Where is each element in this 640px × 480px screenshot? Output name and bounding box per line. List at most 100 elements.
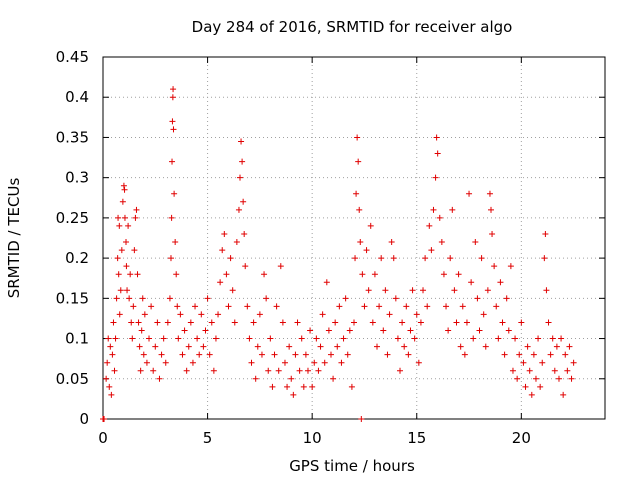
data-point (466, 190, 473, 197)
data-point (128, 319, 135, 326)
data-point (524, 343, 531, 350)
data-point (365, 287, 372, 294)
y-tick-label: 0.4 (65, 88, 89, 106)
data-point (246, 335, 253, 342)
data-point (342, 295, 349, 302)
data-point (273, 303, 280, 310)
data-point (221, 230, 228, 237)
data-point (428, 247, 435, 254)
data-point (541, 255, 548, 262)
data-point (378, 255, 385, 262)
data-point (106, 383, 113, 390)
data-point (217, 279, 224, 286)
data-point (248, 359, 255, 366)
data-point (275, 367, 282, 374)
data-point (313, 335, 320, 342)
data-point (189, 359, 196, 366)
data-point (562, 351, 569, 358)
data-point (119, 198, 126, 205)
data-point (451, 287, 458, 294)
data-point (520, 359, 527, 366)
data-point (135, 319, 142, 326)
data-point (348, 383, 355, 390)
data-point (530, 351, 537, 358)
data-point (560, 391, 567, 398)
data-point (311, 359, 318, 366)
data-point (131, 247, 138, 254)
data-point (501, 351, 508, 358)
data-point (113, 295, 120, 302)
data-point (537, 383, 544, 390)
data-point (109, 351, 116, 358)
data-point (179, 351, 186, 358)
data-point (436, 214, 443, 221)
data-point (474, 295, 481, 302)
x-tick-label: 0 (98, 429, 108, 447)
data-point (447, 255, 454, 262)
x-tick-label: 20 (512, 429, 531, 447)
data-point (175, 335, 182, 342)
data-point (553, 343, 560, 350)
data-point (223, 271, 230, 278)
data-point (392, 295, 399, 302)
data-point (250, 319, 257, 326)
data-point (547, 351, 554, 358)
data-point (206, 351, 213, 358)
chart-title: Day 284 of 2016, SRMTID for receiver alg… (192, 18, 513, 36)
data-point (136, 343, 143, 350)
data-point (302, 351, 309, 358)
data-point (173, 271, 180, 278)
data-point (284, 383, 291, 390)
data-point (164, 319, 171, 326)
data-point (227, 255, 234, 262)
data-point (198, 311, 205, 318)
data-point (239, 158, 246, 165)
data-point (566, 343, 573, 350)
x-tick-label: 10 (303, 429, 322, 447)
data-point (493, 303, 500, 310)
data-point (461, 351, 468, 358)
data-point (445, 327, 452, 334)
data-point (478, 255, 485, 262)
data-point (463, 319, 470, 326)
data-point (319, 311, 326, 318)
data-point (115, 271, 122, 278)
data-point (344, 351, 351, 358)
data-point (156, 375, 163, 382)
data-point (229, 287, 236, 294)
data-point (512, 335, 519, 342)
data-point (420, 287, 427, 294)
data-point (258, 351, 265, 358)
data-point (363, 247, 370, 254)
data-point (518, 319, 525, 326)
data-point (549, 335, 556, 342)
data-point (219, 247, 226, 254)
data-point (433, 134, 440, 141)
data-point (143, 359, 150, 366)
data-point (568, 375, 575, 382)
data-point (304, 367, 311, 374)
data-point (352, 255, 359, 262)
data-point (127, 271, 134, 278)
data-point (183, 367, 190, 374)
data-point (470, 335, 477, 342)
data-point (480, 311, 487, 318)
data-point (388, 239, 395, 246)
data-point (181, 327, 188, 334)
data-point (317, 343, 324, 350)
data-point (171, 190, 178, 197)
data-point (486, 190, 493, 197)
data-point (397, 367, 404, 374)
data-point (172, 239, 179, 246)
data-point (430, 206, 437, 213)
data-point (200, 343, 207, 350)
data-point (449, 206, 456, 213)
data-point (169, 94, 176, 101)
data-point (238, 138, 245, 145)
data-point (476, 327, 483, 334)
data-point (254, 343, 261, 350)
data-point (103, 375, 110, 382)
data-point (169, 158, 176, 165)
data-point (124, 287, 131, 294)
data-point (453, 319, 460, 326)
